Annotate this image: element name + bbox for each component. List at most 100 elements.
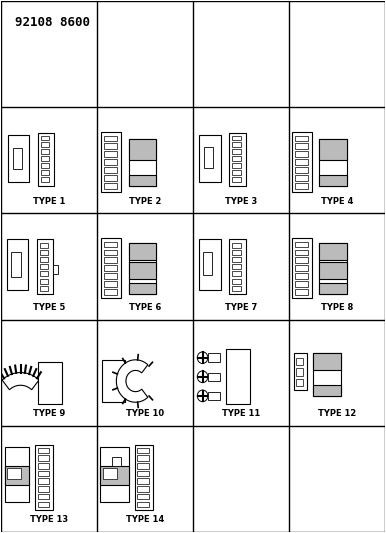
Bar (208, 373, 220, 381)
Bar (41, 163, 49, 168)
Bar (40, 257, 48, 262)
Bar (38, 486, 49, 492)
Bar (313, 385, 342, 396)
Bar (313, 353, 342, 370)
Bar (137, 471, 149, 477)
Bar (101, 238, 121, 298)
Bar (41, 135, 49, 140)
Bar (295, 143, 308, 149)
Text: TYPE 8: TYPE 8 (321, 303, 353, 312)
Bar (112, 457, 121, 466)
Polygon shape (116, 360, 148, 402)
Text: TYPE 3: TYPE 3 (225, 197, 257, 206)
Bar (137, 502, 149, 507)
Text: 92108 8600: 92108 8600 (15, 16, 90, 29)
Bar (104, 159, 117, 165)
Bar (295, 273, 308, 279)
Bar (295, 281, 308, 287)
Bar (35, 445, 53, 511)
Bar (292, 238, 312, 298)
Bar (137, 455, 149, 461)
Bar (37, 239, 53, 294)
Bar (203, 147, 213, 168)
Polygon shape (2, 373, 39, 390)
Bar (232, 250, 241, 255)
Bar (7, 468, 20, 479)
Bar (199, 239, 221, 290)
Bar (104, 241, 117, 247)
Bar (135, 445, 153, 511)
Bar (38, 494, 49, 499)
Bar (295, 265, 308, 271)
Bar (7, 239, 28, 290)
Text: TYPE 14: TYPE 14 (126, 515, 164, 524)
Bar (40, 264, 48, 269)
Bar (129, 243, 156, 260)
Bar (295, 151, 308, 157)
Text: TYPE 9: TYPE 9 (33, 409, 65, 418)
Bar (38, 479, 49, 484)
Bar (232, 257, 241, 262)
Bar (295, 249, 308, 255)
Bar (199, 135, 221, 182)
Bar (232, 177, 241, 182)
Text: TYPE 12: TYPE 12 (318, 409, 356, 418)
Bar (38, 455, 49, 461)
Circle shape (197, 371, 208, 383)
Bar (104, 151, 117, 157)
Bar (38, 502, 49, 507)
Bar (232, 149, 241, 154)
Bar (104, 143, 117, 149)
Bar (320, 243, 347, 260)
Bar (292, 132, 312, 192)
Bar (41, 156, 49, 161)
Bar (137, 494, 149, 499)
Bar (232, 279, 241, 284)
Bar (129, 175, 156, 186)
Bar (137, 448, 149, 453)
Bar (232, 156, 241, 161)
Bar (295, 257, 308, 263)
Bar (38, 471, 49, 477)
Bar (13, 148, 22, 169)
Bar (104, 167, 117, 173)
Bar (104, 249, 117, 255)
Bar (137, 486, 149, 492)
Text: TYPE 4: TYPE 4 (320, 197, 353, 206)
Circle shape (197, 390, 208, 402)
Bar (102, 360, 125, 402)
Bar (104, 281, 117, 287)
Bar (41, 170, 49, 175)
Bar (41, 142, 49, 147)
Bar (104, 257, 117, 263)
Bar (11, 252, 20, 277)
Bar (232, 135, 241, 140)
Bar (208, 392, 220, 400)
Bar (101, 132, 121, 192)
Bar (38, 448, 49, 453)
Bar (104, 175, 117, 181)
Bar (8, 135, 29, 182)
Bar (5, 466, 29, 485)
Bar (225, 349, 251, 405)
Bar (232, 170, 241, 175)
Bar (5, 447, 29, 502)
Text: TYPE 2: TYPE 2 (129, 197, 161, 206)
Bar (129, 243, 156, 294)
Bar (229, 239, 246, 294)
Bar (129, 284, 156, 294)
Bar (320, 139, 347, 160)
Bar (320, 175, 347, 186)
Bar (320, 139, 347, 186)
Text: TYPE 7: TYPE 7 (225, 303, 257, 312)
Bar (208, 353, 220, 362)
Text: TYPE 1: TYPE 1 (33, 197, 66, 206)
Text: TYPE 5: TYPE 5 (33, 303, 66, 312)
Text: TYPE 6: TYPE 6 (129, 303, 161, 312)
Bar (295, 289, 308, 295)
Bar (104, 183, 117, 189)
Bar (320, 284, 347, 294)
Bar (296, 368, 303, 376)
Bar (232, 243, 241, 248)
Bar (40, 250, 48, 255)
